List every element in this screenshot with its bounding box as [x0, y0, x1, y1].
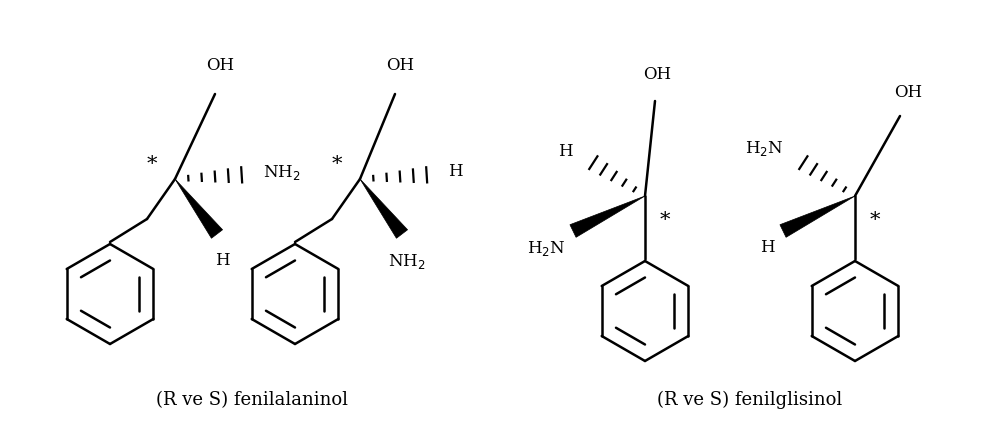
Text: H: H — [558, 142, 573, 160]
Text: NH$_2$: NH$_2$ — [263, 162, 300, 181]
Text: (R ve S) fenilglisinol: (R ve S) fenilglisinol — [657, 391, 843, 409]
Text: H: H — [760, 239, 775, 256]
Text: *: * — [870, 211, 881, 230]
Text: OH: OH — [643, 66, 671, 83]
Polygon shape — [360, 179, 407, 238]
Text: H: H — [448, 164, 463, 181]
Text: NH$_2$: NH$_2$ — [388, 252, 425, 271]
Text: OH: OH — [386, 57, 414, 74]
Polygon shape — [175, 179, 223, 238]
Polygon shape — [780, 196, 855, 237]
Text: H: H — [215, 252, 229, 269]
Text: *: * — [146, 155, 157, 174]
Text: H$_2$N: H$_2$N — [745, 138, 783, 158]
Text: OH: OH — [894, 84, 922, 101]
Text: *: * — [660, 211, 670, 230]
Text: (R ve S) fenilalaninol: (R ve S) fenilalaninol — [156, 391, 348, 409]
Text: *: * — [332, 155, 342, 174]
Text: H$_2$N: H$_2$N — [526, 239, 565, 258]
Text: OH: OH — [206, 57, 234, 74]
Polygon shape — [570, 196, 645, 237]
